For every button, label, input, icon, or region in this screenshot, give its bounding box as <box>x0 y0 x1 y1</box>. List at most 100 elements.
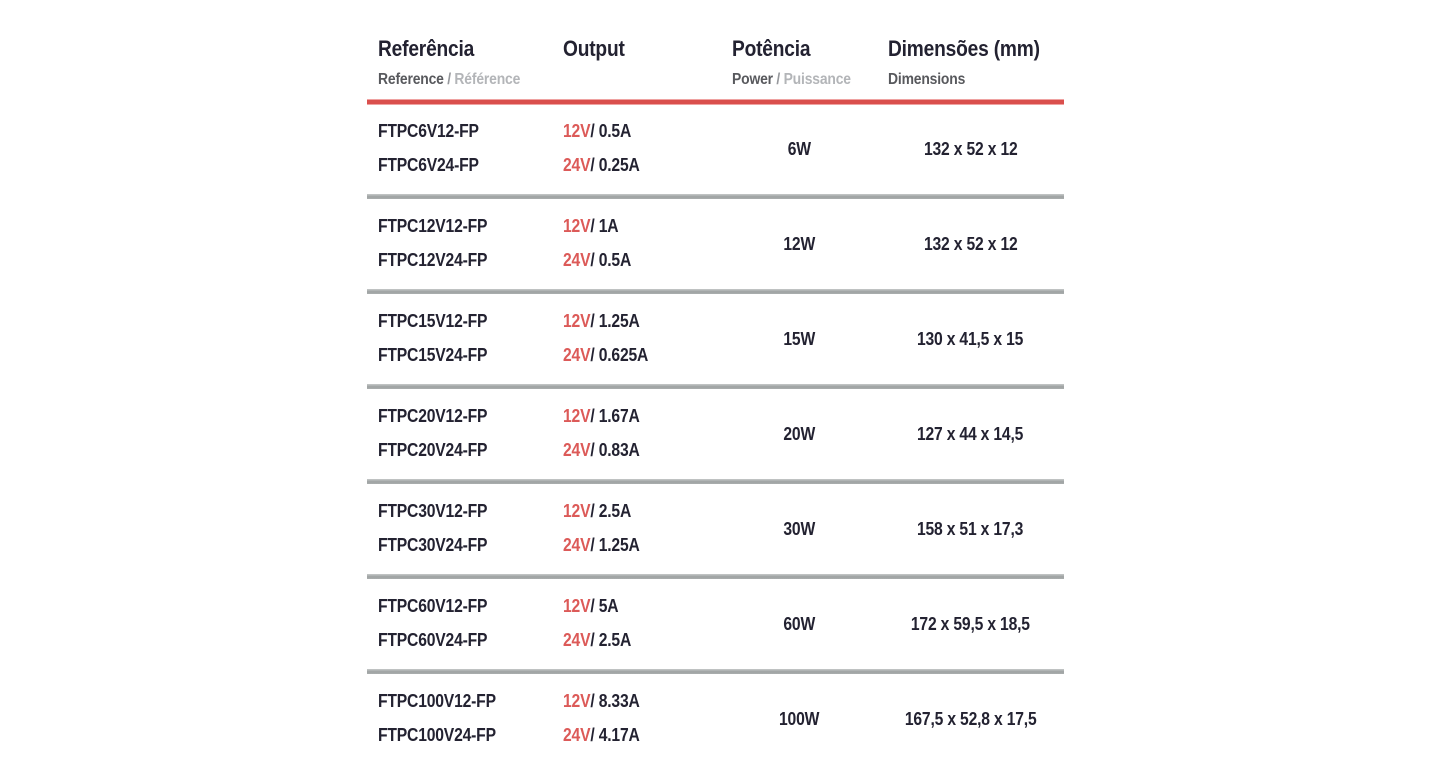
dimensions-cell: 132 x 52 x 12 <box>877 199 1064 289</box>
output-current: / 1.67A <box>590 406 640 426</box>
dimensions-value: 130 x 41,5 x 15 <box>917 328 1024 349</box>
output-voltage: 24V <box>563 155 591 175</box>
reference-cell: FTPC6V12-FP FTPC6V24-FP <box>367 104 552 194</box>
output-line: 24V/ 0.83A <box>563 434 640 467</box>
output-voltage: 12V <box>563 121 591 141</box>
power-value: 100W <box>779 708 820 729</box>
output-voltage: 12V <box>563 501 591 521</box>
power-value: 15W <box>783 328 816 349</box>
output-current: / 0.83A <box>590 440 640 460</box>
reference-model: FTPC100V24-FP <box>378 725 496 745</box>
output-line: 12V/ 2.5A <box>563 495 631 528</box>
power-cell: 15W <box>722 294 877 384</box>
output-current: / 8.33A <box>590 691 640 711</box>
header-power-title: Potência <box>732 36 811 61</box>
output-current: / 0.25A <box>590 155 640 175</box>
output-line: 12V/ 1A <box>563 210 619 243</box>
reference-model: FTPC30V12-FP <box>378 501 488 521</box>
output-voltage: 12V <box>563 691 591 711</box>
output-cell: 12V/ 8.33A 24V/ 4.17A <box>552 674 722 764</box>
header-power: Potência Power / Puissance <box>722 34 877 93</box>
output-voltage: 12V <box>563 406 591 426</box>
dimensions-cell: 167,5 x 52,8 x 17,5 <box>877 674 1064 764</box>
reference-model: FTPC6V12-FP <box>378 121 479 141</box>
output-cell: 12V/ 5A 24V/ 2.5A <box>552 579 722 669</box>
output-line: 24V/ 4.17A <box>563 719 640 752</box>
table-row: FTPC30V12-FP FTPC30V24-FP 12V/ 2.5A 24V/… <box>367 484 1064 574</box>
reference-model: FTPC15V12-FP <box>378 311 488 331</box>
output-current: / 0.5A <box>590 121 632 141</box>
output-cell: 12V/ 2.5A 24V/ 1.25A <box>552 484 722 574</box>
header-power-sub-separator: / <box>776 71 781 88</box>
reference-model: FTPC6V24-FP <box>378 155 479 175</box>
output-line: 24V/ 0.25A <box>563 149 640 182</box>
power-cell: 6W <box>722 104 877 194</box>
table-body: FTPC6V12-FP FTPC6V24-FP 12V/ 0.5A 24V/ 0… <box>367 104 1064 764</box>
table-row: FTPC6V12-FP FTPC6V24-FP 12V/ 0.5A 24V/ 0… <box>367 104 1064 194</box>
output-line: 24V/ 2.5A <box>563 624 631 657</box>
row-separator <box>367 479 1064 484</box>
reference-cell: FTPC30V12-FP FTPC30V24-FP <box>367 484 552 574</box>
reference-cell: FTPC15V12-FP FTPC15V24-FP <box>367 294 552 384</box>
header-rule <box>367 100 1064 104</box>
output-current: / 1.25A <box>590 311 640 331</box>
output-voltage: 24V <box>563 725 591 745</box>
dimensions-value: 158 x 51 x 17,3 <box>917 518 1024 539</box>
dimensions-value: 132 x 52 x 12 <box>923 233 1018 254</box>
output-voltage: 12V <box>563 216 591 236</box>
output-voltage: 24V <box>563 250 591 270</box>
table-row: FTPC100V12-FP FTPC100V24-FP 12V/ 8.33A 2… <box>367 674 1064 764</box>
output-line: 12V/ 0.5A <box>563 115 631 148</box>
dimensions-cell: 132 x 52 x 12 <box>877 104 1064 194</box>
output-voltage: 24V <box>563 440 591 460</box>
reference-model: FTPC30V24-FP <box>378 535 488 555</box>
dimensions-value: 167,5 x 52,8 x 17,5 <box>904 708 1037 729</box>
power-cell: 100W <box>722 674 877 764</box>
reference-model: FTPC20V12-FP <box>378 406 488 426</box>
header-reference-sub-separator: / <box>447 71 451 88</box>
header-output-title: Output <box>563 36 625 61</box>
output-current: / 0.5A <box>590 250 632 270</box>
output-current: / 1.25A <box>590 535 640 555</box>
output-voltage: 12V <box>563 311 591 331</box>
header-dimensions-sub-en: Dimensions <box>888 71 966 88</box>
output-line: 24V/ 0.5A <box>563 244 631 277</box>
row-separator <box>367 384 1064 389</box>
output-line: 12V/ 1.67A <box>563 400 640 433</box>
reference-cell: FTPC12V12-FP FTPC12V24-FP <box>367 199 552 289</box>
header-reference-sub-fr: Référence <box>454 71 521 88</box>
output-current: / 1A <box>590 216 619 236</box>
header-output: Output <box>552 34 722 67</box>
table-row: FTPC12V12-FP FTPC12V24-FP 12V/ 1A 24V/ 0… <box>367 199 1064 289</box>
output-voltage: 24V <box>563 345 591 365</box>
output-line: 24V/ 1.25A <box>563 529 640 562</box>
table-header: Referência Reference / Référence Output Po… <box>367 0 1064 100</box>
power-cell: 12W <box>722 199 877 289</box>
output-line: 12V/ 8.33A <box>563 685 640 718</box>
output-cell: 12V/ 1.25A 24V/ 0.625A <box>552 294 722 384</box>
power-value: 60W <box>783 613 816 634</box>
table-row: FTPC15V12-FP FTPC15V24-FP 12V/ 1.25A 24V… <box>367 294 1064 384</box>
reference-model: FTPC20V24-FP <box>378 440 488 460</box>
reference-model: FTPC100V12-FP <box>378 691 496 711</box>
reference-cell: FTPC60V12-FP FTPC60V24-FP <box>367 579 552 669</box>
output-line: 12V/ 5A <box>563 590 619 623</box>
reference-model: FTPC15V24-FP <box>378 345 488 365</box>
header-reference-title: Referência <box>378 36 475 61</box>
power-value: 6W <box>787 138 812 159</box>
output-current: / 2.5A <box>590 501 632 521</box>
output-current: / 4.17A <box>590 725 640 745</box>
header-power-sub-en: Power <box>732 71 773 88</box>
power-cell: 20W <box>722 389 877 479</box>
header-power-sub-fr: Puissance <box>783 71 851 88</box>
output-voltage: 24V <box>563 535 591 555</box>
output-voltage: 24V <box>563 630 591 650</box>
output-current: / 2.5A <box>590 630 632 650</box>
table-row: FTPC20V12-FP FTPC20V24-FP 12V/ 1.67A 24V… <box>367 389 1064 479</box>
output-line: 12V/ 1.25A <box>563 305 640 338</box>
output-voltage: 12V <box>563 596 591 616</box>
power-value: 20W <box>783 423 816 444</box>
power-cell: 60W <box>722 579 877 669</box>
row-separator <box>367 194 1064 199</box>
